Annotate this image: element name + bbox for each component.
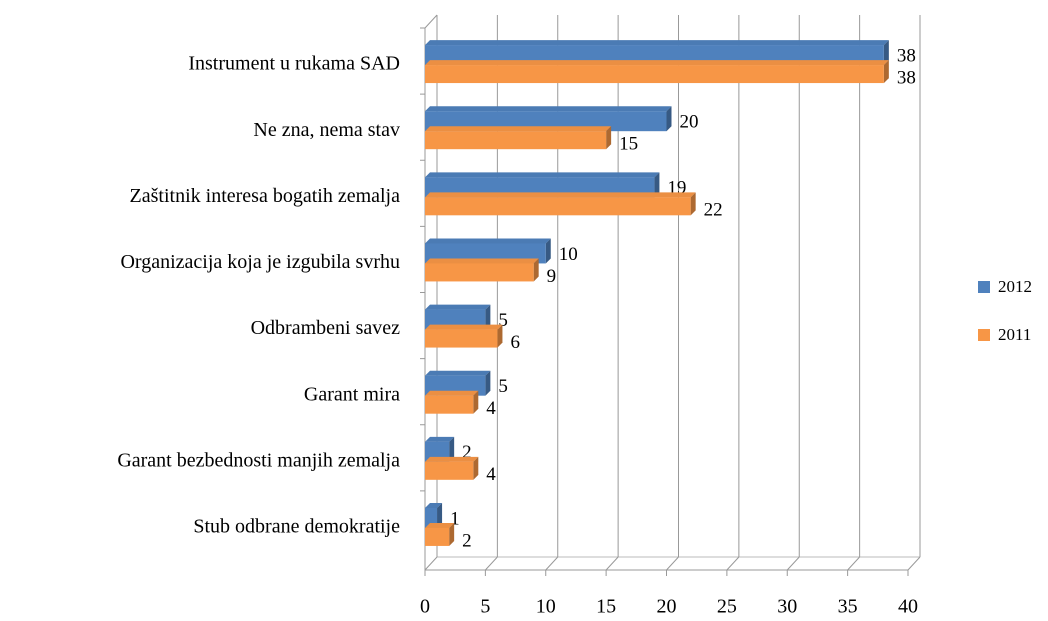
value-label: 10 (559, 244, 578, 265)
bar-side (666, 106, 672, 132)
bar-side (473, 390, 479, 414)
legend-swatch (978, 329, 990, 341)
bar (425, 527, 450, 546)
y-tick-label: Organizacija koja je izgubila svrhu (120, 251, 400, 273)
x-tick-label: 20 (657, 596, 677, 618)
value-label: 15 (619, 134, 638, 155)
y-tick-label: Zaštitnik interesa bogatih zemalja (130, 185, 401, 207)
bar-top (425, 502, 443, 508)
bar-top (425, 522, 455, 528)
value-label: 38 (897, 45, 916, 66)
bar-side (533, 258, 539, 282)
bar-side (883, 60, 889, 84)
grid-line (545, 556, 559, 571)
x-tick-label: 35 (838, 596, 858, 618)
grid-line (424, 556, 438, 571)
bar-top (425, 324, 503, 330)
bar-top (425, 238, 551, 244)
bar (425, 329, 498, 348)
bar-top (425, 60, 889, 66)
bar-top (425, 192, 696, 198)
y-tick-label: Stub odbrane demokratije (193, 516, 400, 538)
grid-line (907, 556, 921, 571)
value-label: 2 (462, 442, 472, 463)
bar-side (654, 172, 660, 198)
value-label: 9 (547, 266, 557, 287)
bar-side (545, 238, 551, 264)
bar-top (425, 456, 479, 462)
value-label: 4 (486, 464, 496, 485)
legend-label: 2012 (998, 277, 1032, 296)
bar-top (425, 258, 539, 264)
bar-side (883, 40, 889, 66)
x-tick-label: 10 (536, 596, 556, 618)
value-label: 38 (897, 67, 916, 88)
bar-side (449, 522, 455, 546)
bar-top (425, 106, 672, 112)
grid-line (726, 556, 740, 571)
grid-line (485, 556, 498, 571)
bar (425, 197, 691, 216)
y-tick-label: Instrument u rukama SAD (188, 53, 400, 75)
value-label: 1 (450, 508, 460, 529)
bar (425, 131, 607, 150)
value-label: 4 (486, 398, 496, 419)
grid-line (847, 556, 860, 571)
x-tick-label: 25 (717, 596, 737, 618)
bar-side (485, 370, 491, 396)
bar-side (449, 436, 455, 462)
bar-top (425, 304, 491, 310)
bar-side (473, 456, 479, 480)
bar (425, 395, 474, 414)
grid-line (786, 556, 800, 571)
grid-line (605, 556, 619, 571)
legend-label: 2011 (998, 325, 1031, 344)
x-tick-label: 30 (777, 596, 797, 618)
x-tick-label: 15 (596, 596, 616, 618)
value-label: 5 (498, 376, 508, 397)
value-label: 22 (704, 200, 723, 221)
value-label: 6 (510, 332, 520, 353)
bar (425, 65, 884, 84)
y-tick-label: Ne zna, nema stav (253, 119, 400, 141)
bar (425, 461, 474, 480)
bar-side (437, 502, 443, 528)
value-label: 5 (498, 310, 508, 331)
legend-swatch (978, 281, 990, 293)
x-tick-label: 5 (480, 596, 490, 618)
bar-side (497, 324, 503, 348)
x-tick-label: 40 (898, 596, 918, 618)
value-label: 20 (680, 112, 699, 133)
x-tick-label: 0 (420, 596, 430, 618)
value-label: 2 (462, 530, 472, 551)
y-tick-label: Garant bezbednosti manjih zemalja (117, 449, 400, 471)
y-tick-label: Odbrambeni savez (251, 317, 401, 339)
bar-top (425, 370, 491, 376)
bar-side (606, 126, 612, 150)
bar (425, 263, 534, 282)
bar-top (425, 390, 479, 396)
bar-top (425, 40, 889, 46)
bar-top (425, 172, 660, 178)
bar-side (690, 192, 696, 216)
bar-top (425, 436, 455, 442)
axis-line (424, 14, 438, 29)
grid-line (666, 556, 679, 571)
bar-side (485, 304, 491, 330)
bar-top (425, 126, 612, 132)
y-tick-label: Garant mira (304, 383, 400, 405)
